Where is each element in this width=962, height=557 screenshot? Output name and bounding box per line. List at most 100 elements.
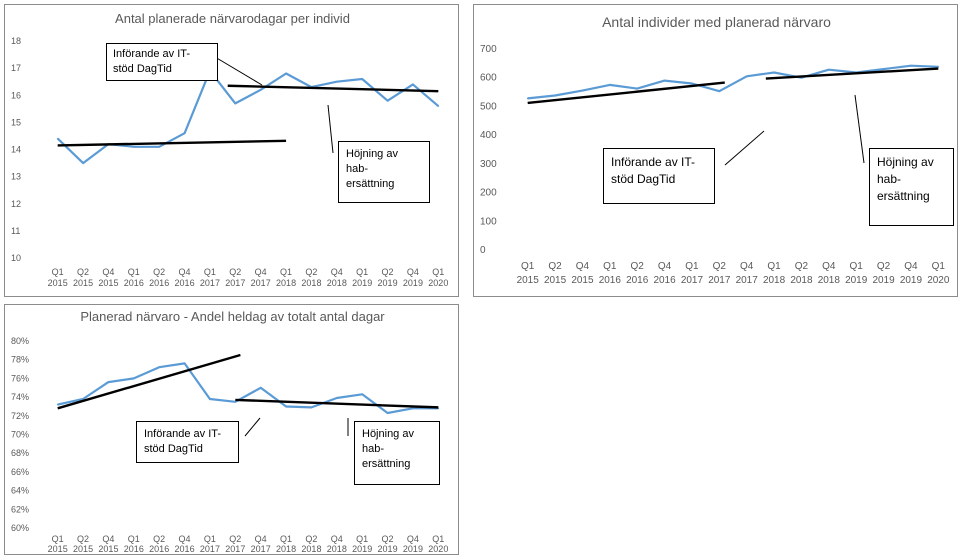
x-tick-label-quarter: Q2: [877, 261, 891, 272]
x-tick-label-quarter: Q2: [229, 534, 241, 544]
y-tick-label: 68%: [11, 448, 29, 458]
chart-3-svg: Planerad närvaro - Andel heldag av total…: [11, 309, 448, 554]
data-point: [133, 377, 135, 380]
annotation-line: stöd DagTid: [113, 63, 172, 75]
x-tick-label-year: 2018: [301, 278, 321, 288]
data-point: [234, 400, 237, 403]
x-tick-label-quarter: Q2: [795, 261, 809, 272]
x-tick-label-year: 2018: [301, 544, 321, 554]
x-tick-label-year: 2018: [790, 275, 813, 286]
x-tick-label-year: 2018: [276, 278, 296, 288]
x-tick-label-quarter: Q1: [432, 267, 444, 277]
trend-line: [527, 81, 725, 105]
y-tick-label: 15: [11, 117, 21, 127]
data-point: [107, 381, 110, 383]
annotation-line: Införande av IT-: [113, 48, 191, 60]
x-tick-label-quarter: Q1: [432, 534, 444, 544]
y-tick-label: 78%: [11, 355, 29, 365]
x-tick-label-year: 2019: [900, 275, 923, 286]
y-tick-label: 74%: [11, 392, 29, 402]
chart-1-svg: Antal planerade närvarodagar per individ…: [11, 11, 448, 288]
x-tick-label-quarter: Q4: [740, 261, 754, 272]
x-tick-label-quarter: Q2: [548, 261, 562, 272]
x-tick-label-year: 2015: [98, 544, 118, 554]
annotation-pointer: [327, 104, 334, 154]
data-point: [336, 80, 338, 83]
y-tick-label: 0: [480, 245, 486, 256]
x-tick-label-year: 2019: [872, 275, 895, 286]
data-point: [828, 68, 830, 71]
annotation-box-hab-raise: Höjning av hab- ersättning: [354, 421, 440, 485]
x-tick-label-year: 2016: [599, 275, 622, 286]
trend-line: [235, 398, 439, 409]
chart-title: Planerad närvaro - Andel heldag av total…: [80, 309, 385, 324]
data-point: [910, 64, 912, 67]
data-point: [310, 406, 313, 409]
series-line: [527, 64, 939, 100]
x-tick-label-quarter: Q4: [658, 261, 672, 272]
x-tick-label-quarter: Q2: [713, 261, 727, 272]
data-point: [361, 393, 363, 396]
annotation-line: stöd DagTid: [611, 172, 676, 186]
y-tick-label: 66%: [11, 467, 29, 477]
x-tick-label-year: 2017: [200, 544, 220, 554]
data-point: [526, 97, 529, 100]
x-tick-label-quarter: Q1: [685, 261, 699, 272]
x-tick-label-year: 2016: [124, 544, 144, 554]
chart-panel-1: Antal planerade närvarodagar per individ…: [4, 4, 459, 297]
y-tick-label: 600: [480, 73, 497, 84]
data-point: [336, 397, 338, 399]
data-point: [412, 83, 414, 86]
data-point: [259, 89, 262, 91]
y-tick-label: 80%: [11, 336, 29, 346]
data-point: [183, 132, 186, 135]
x-tick-label-quarter: Q4: [822, 261, 836, 272]
x-tick-label-year: 2016: [626, 275, 649, 286]
annotation-box-hab-raise: Höjning av hab- ersättning: [869, 148, 954, 226]
x-tick-label-quarter: Q1: [128, 534, 140, 544]
x-tick-label-year: 2018: [276, 544, 296, 554]
x-tick-label-year: 2016: [149, 544, 169, 554]
x-tick-label-quarter: Q2: [77, 534, 89, 544]
x-tick-label-year: 2015: [517, 275, 540, 286]
x-tick-label-quarter: Q1: [356, 267, 368, 277]
x-tick-label-quarter: Q1: [767, 261, 781, 272]
x-tick-label-year: 2016: [175, 278, 195, 288]
x-tick-label-quarter: Q1: [603, 261, 617, 272]
chart-panel-2: Antal individer med planerad närvaro 0 100…: [473, 4, 958, 297]
chart-title: Antal individer med planerad närvaro: [602, 14, 831, 30]
x-tick-label-year: 2017: [708, 275, 731, 286]
x-tick-label-quarter: Q2: [382, 267, 394, 277]
data-point: [133, 145, 135, 148]
x-tick-label-year: 2019: [403, 544, 423, 554]
data-point: [234, 102, 237, 105]
x-tick-label-year: 2018: [818, 275, 841, 286]
x-tick-label-quarter: Q4: [576, 261, 590, 272]
data-point: [285, 72, 287, 75]
x-tick-label-year: 2020: [927, 275, 950, 286]
annotation-line: Införande av IT-: [611, 155, 696, 169]
x-tick-label-quarter: Q1: [204, 267, 216, 277]
data-point: [183, 362, 186, 365]
x-tick-label-quarter: Q2: [382, 534, 394, 544]
y-tick-label: 60%: [11, 523, 29, 533]
y-tick-label: 18: [11, 36, 21, 46]
x-tick-label-quarter: Q2: [305, 534, 317, 544]
data-point: [82, 398, 84, 400]
y-tick-label: 700: [480, 44, 497, 55]
x-tick-label-quarter: Q4: [407, 267, 419, 277]
x-tick-label-year: 2016: [653, 275, 676, 286]
x-tick-label-year: 2020: [428, 278, 448, 288]
data-point: [158, 366, 160, 368]
annotation-pointer: [724, 130, 765, 166]
x-tick-label-year: 2019: [378, 544, 398, 554]
x-tick-label-year: 2019: [378, 278, 398, 288]
x-tick-label-quarter: Q2: [153, 267, 165, 277]
x-tick-label-year: 2016: [149, 278, 169, 288]
chart-2-svg: Antal individer med planerad närvaro 0 100…: [480, 14, 950, 286]
annotation-box-hab-raise: Höjning av hab- ersättning: [338, 141, 430, 203]
data-point: [609, 84, 611, 86]
x-tick-label-year: 2017: [681, 275, 704, 286]
data-point: [56, 137, 59, 140]
y-tick-label: 62%: [11, 504, 29, 514]
